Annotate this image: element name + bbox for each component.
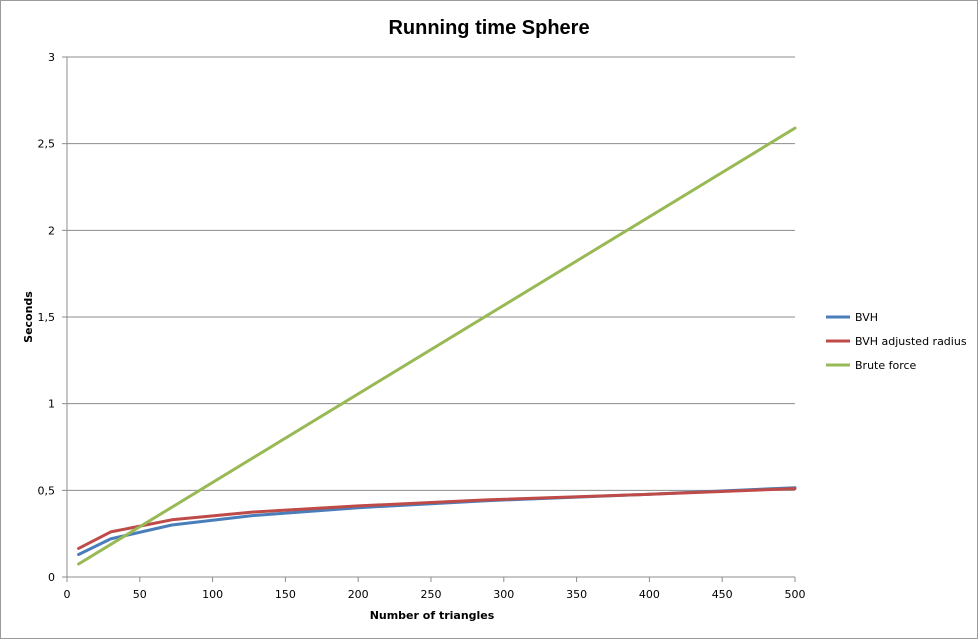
- y-tick-label: 0,5: [38, 484, 56, 497]
- x-tick-label: 0: [64, 588, 71, 601]
- y-tick-label: 3: [48, 51, 55, 64]
- x-tick-label: 50: [133, 588, 147, 601]
- legend-label: Brute force: [855, 359, 917, 372]
- legend: BVH BVH adjusted radius Brute force: [826, 311, 967, 372]
- x-tick-label: 200: [348, 588, 369, 601]
- x-tick-label: 350: [566, 588, 587, 601]
- y-tick-label: 2,5: [38, 138, 56, 151]
- y-tick-label: 1,5: [38, 311, 56, 324]
- x-tick-label: 250: [421, 588, 442, 601]
- x-tick-label: 400: [639, 588, 660, 601]
- y-tick-label: 1: [48, 398, 55, 411]
- series-lines: [77, 126, 797, 566]
- x-tick-label: 100: [202, 588, 223, 601]
- gridlines: [67, 56, 795, 491]
- y-tick-label: 0: [48, 571, 55, 584]
- x-axis-label: Number of triangles: [370, 609, 495, 622]
- tick-labels: 0 0,5 1 1,5 2 2,5 3 0 50 100 150 200 250 300 350 400 450…: [38, 51, 806, 601]
- axes: [62, 56, 796, 582]
- legend-label: BVH adjusted radius: [855, 335, 967, 348]
- x-tick-label: 500: [785, 588, 806, 601]
- y-tick-label: 2: [48, 224, 55, 237]
- chart-title: Running time Sphere: [388, 17, 589, 39]
- legend-label: BVH: [855, 311, 878, 324]
- x-tick-label: 300: [493, 588, 514, 601]
- series-line-3: [77, 126, 797, 566]
- x-tick-label: 450: [712, 588, 733, 601]
- x-tick-label: 150: [275, 588, 296, 601]
- y-axis-label: Seconds: [22, 291, 35, 343]
- series-line-2: [77, 487, 797, 550]
